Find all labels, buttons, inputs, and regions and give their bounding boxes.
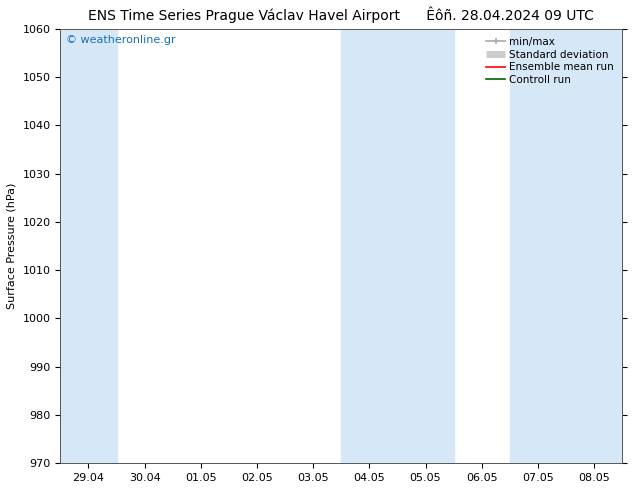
Bar [341,29,454,464]
Y-axis label: Surface Pressure (hPa): Surface Pressure (hPa) [7,183,17,309]
Text: © weatheronline.gr: © weatheronline.gr [66,35,176,45]
Legend: min/max, Standard deviation, Ensemble mean run, Controll run: min/max, Standard deviation, Ensemble me… [483,34,617,88]
Bar [60,29,117,464]
Title: ENS Time Series Prague Václav Havel Airport      Êôñ. 28.04.2024 09 UTC: ENS Time Series Prague Václav Havel Airp… [88,7,594,24]
Bar [510,29,622,464]
